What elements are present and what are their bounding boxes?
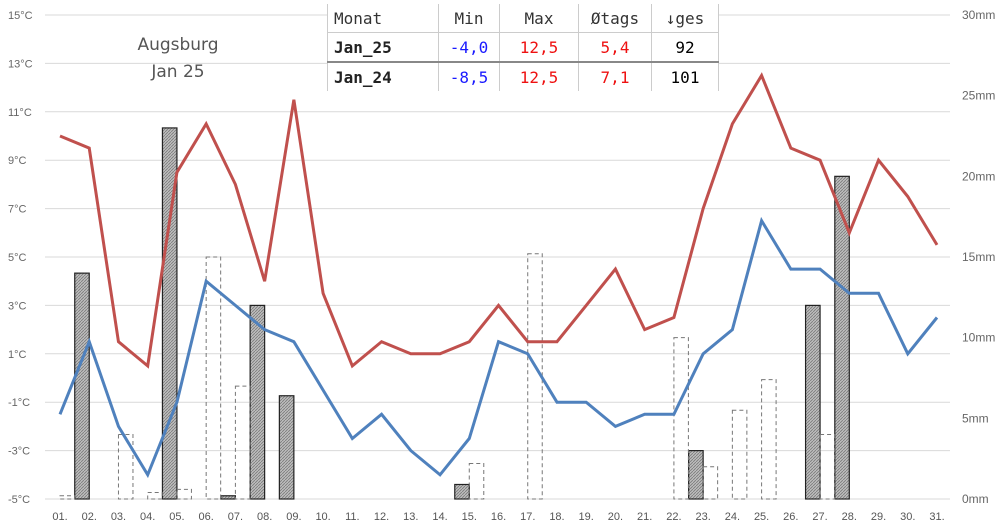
- row-min: -4,0: [438, 32, 500, 63]
- stats-table: Monat Min Max Øtags ↓ges Jan_25 -4,0 12,…: [327, 4, 719, 91]
- y-left-tick-label: 13°C: [8, 58, 33, 70]
- row-month: Jan_25: [327, 32, 439, 63]
- precip-bar-2024: [673, 337, 689, 500]
- stats-header-row: Monat Min Max Øtags ↓ges: [327, 4, 719, 33]
- precip-bar-2024: [176, 488, 192, 500]
- x-tick-label: 18.: [549, 511, 564, 523]
- precip-bar-2025: [804, 304, 821, 500]
- x-tick-label: 13.: [403, 511, 418, 523]
- x-tick-label: 10.: [315, 511, 330, 523]
- y-right-tick-label: 20mm: [962, 169, 995, 183]
- precip-bar-2025: [74, 272, 90, 500]
- row-avg: 5,4: [578, 32, 652, 63]
- row-avg: 7,1: [578, 62, 652, 91]
- row-precip: 101: [651, 62, 719, 91]
- y-right-tick-label: 10mm: [962, 331, 995, 345]
- precip-bar-2024: [527, 253, 543, 500]
- x-tick-label: 08.: [257, 511, 272, 523]
- precip-bar-2024: [234, 385, 251, 500]
- precip-bar-2024: [205, 256, 222, 500]
- precip-bar-2024: [761, 379, 777, 500]
- x-tick-label: 23.: [695, 511, 710, 523]
- row-min: -8,5: [438, 62, 500, 91]
- x-tick-label: 16.: [491, 511, 506, 523]
- precip-bar-2025: [220, 495, 236, 500]
- header-min: Min: [438, 4, 500, 33]
- x-tick-label: 01.: [52, 511, 67, 523]
- header-avg: Øtags: [578, 4, 652, 33]
- row-max: 12,5: [499, 62, 579, 91]
- row-month: Jan_24: [327, 62, 439, 91]
- chart-title-period: Jan 25: [151, 62, 205, 82]
- x-tick-label: 27.: [812, 511, 827, 523]
- x-tick-label: 07.: [228, 511, 243, 523]
- y-left-tick-label: 7°C: [8, 204, 27, 216]
- x-tick-label: 20.: [608, 511, 623, 523]
- precip-bar-2025: [454, 483, 470, 500]
- y-left-tick-label: 11°C: [8, 107, 32, 119]
- precip-bar-2024: [117, 433, 134, 500]
- y-left-tick-label: 9°C: [8, 155, 27, 167]
- x-tick-label: 04.: [140, 511, 155, 523]
- x-tick-label: 19.: [579, 511, 594, 523]
- precip-bar-2025: [688, 450, 704, 500]
- y-right-tick-label: 25mm: [962, 89, 995, 103]
- precip-bar-2024: [59, 495, 75, 500]
- x-tick-label: 29.: [871, 511, 886, 523]
- row-precip: 92: [651, 32, 719, 63]
- max-temp-line: [59, 72, 939, 369]
- x-tick-label: 28.: [842, 511, 857, 523]
- x-tick-label: 03.: [111, 511, 126, 523]
- precip-bar-2025: [834, 175, 850, 500]
- x-tick-label: 09.: [286, 511, 301, 523]
- x-tick-label: 30.: [900, 511, 915, 523]
- x-tick-label: 15.: [462, 511, 477, 523]
- x-tick-label: 05.: [169, 511, 184, 523]
- x-tick-label: 22.: [666, 511, 681, 523]
- header-month: Monat: [327, 4, 439, 33]
- x-tick-label: 11.: [345, 511, 359, 523]
- y-left-tick-label: 1°C: [8, 349, 27, 361]
- y-left-tick-label: 15°C: [8, 10, 33, 22]
- x-tick-label: 14.: [432, 511, 447, 523]
- header-precip: ↓ges: [651, 4, 719, 33]
- x-tick-label: 02.: [82, 511, 97, 523]
- precip-bar-2024: [147, 492, 163, 500]
- precip-bar-2024: [819, 433, 836, 500]
- precip-bar-2025: [278, 395, 295, 500]
- x-tick-label: 31.: [929, 511, 944, 523]
- x-tick-label: 12.: [374, 511, 389, 523]
- row-max: 12,5: [499, 32, 579, 63]
- y-left-tick-label: -5°C: [8, 494, 30, 506]
- x-tick-label: 26.: [783, 511, 798, 523]
- chart-title-station: Augsburg: [137, 35, 219, 55]
- y-right-tick-label: 0mm: [962, 492, 989, 506]
- y-left-tick-label: -1°C: [8, 397, 30, 409]
- y-left-tick-label: 3°C: [8, 300, 27, 312]
- x-tick-label: 06.: [199, 511, 214, 523]
- precip-bar-2024: [702, 466, 719, 500]
- y-right-tick-label: 15mm: [962, 250, 995, 264]
- precip-bar-2025: [249, 304, 266, 500]
- x-tick-label: 25.: [754, 511, 769, 523]
- stats-row: Jan_25 -4,0 12,5 5,4 92: [327, 32, 719, 63]
- precip-bar-2025: [161, 127, 178, 500]
- min-temp-line: [58, 216, 939, 479]
- x-tick-label: 21.: [637, 511, 652, 523]
- stats-row: Jan_24 -8,5 12,5 7,1 101: [327, 62, 719, 91]
- y-left-tick-label: 5°C: [8, 252, 27, 264]
- y-right-tick-label: 5mm: [962, 411, 989, 425]
- header-max: Max: [499, 4, 579, 33]
- x-tick-label: 24.: [725, 511, 740, 523]
- precip-bar-2024: [468, 463, 485, 500]
- y-left-tick-label: -3°C: [8, 446, 30, 458]
- x-tick-label: 17.: [520, 511, 535, 523]
- precip-bar-2024: [731, 409, 748, 500]
- y-right-tick-label: 30mm: [962, 8, 995, 22]
